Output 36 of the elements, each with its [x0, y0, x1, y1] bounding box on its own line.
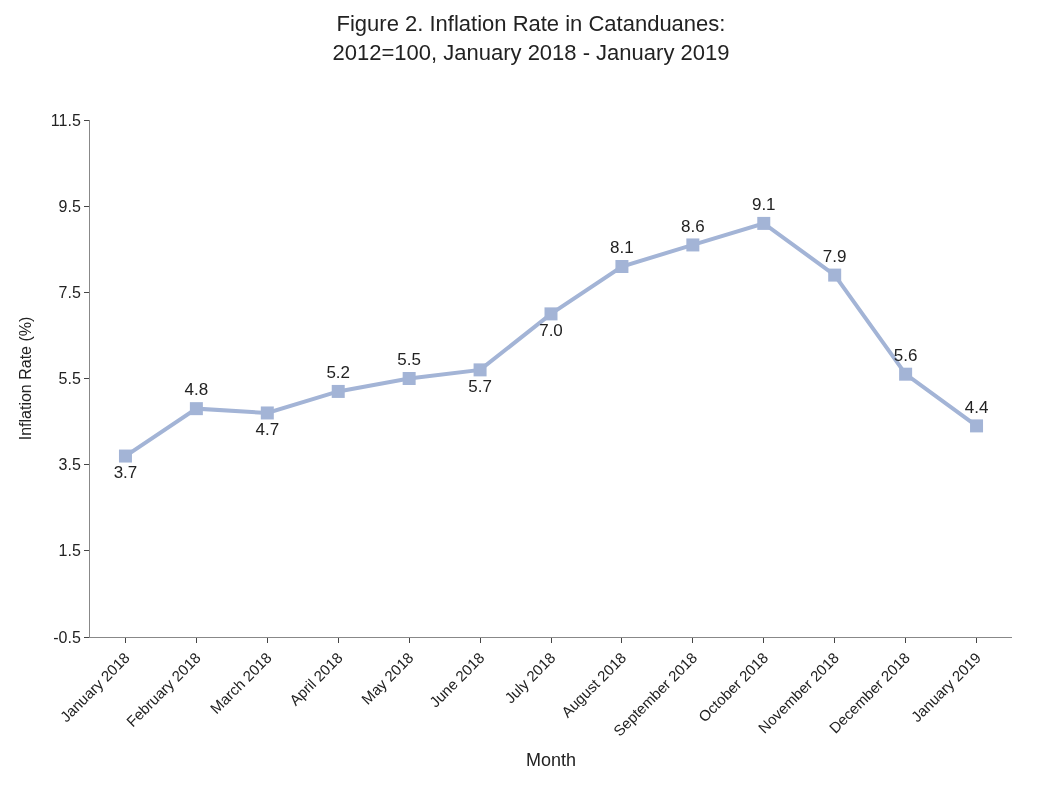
text: 4.4 — [964, 397, 989, 417]
point — [686, 238, 700, 252]
y-tick-label: 9.5 — [58, 197, 81, 215]
point — [828, 268, 842, 282]
text: 7.9 — [822, 246, 847, 266]
y-axis-title: Inflation Rate (%) — [16, 316, 34, 441]
text: 7.0 — [539, 320, 563, 340]
text: 8.1 — [610, 238, 634, 258]
point — [260, 406, 274, 420]
point — [473, 363, 487, 377]
text: 4.7 — [255, 419, 280, 439]
point — [757, 216, 771, 230]
y-tick-label: 5.5 — [58, 370, 81, 388]
y-tick-label: 11.5 — [50, 111, 81, 129]
point — [118, 449, 132, 463]
y-tick-label: -0.5 — [53, 628, 81, 646]
text: 4.8 — [184, 380, 209, 400]
y-tick-label: 7.5 — [58, 283, 81, 301]
y-tick-label: 1.5 — [58, 542, 81, 560]
x-axis-title: Month — [525, 750, 577, 771]
text: 5.6 — [893, 345, 918, 365]
point — [544, 307, 558, 321]
text: 5.2 — [326, 363, 351, 383]
text: 9.1 — [751, 195, 776, 215]
text: 3.7 — [113, 462, 138, 482]
text: 5.5 — [397, 350, 421, 370]
text: 5.7 — [468, 376, 492, 396]
point — [615, 259, 629, 273]
point — [899, 367, 913, 381]
y-tick-label: 3.5 — [58, 456, 81, 474]
point — [970, 419, 984, 433]
point — [402, 372, 416, 385]
chart-title: Figure 2. Inflation Rate in Catanduanes: 2012=100, January 2018 - January 2019 — [332, 11, 730, 66]
text: 8.6 — [681, 216, 705, 236]
point — [189, 402, 203, 416]
point — [331, 384, 345, 398]
